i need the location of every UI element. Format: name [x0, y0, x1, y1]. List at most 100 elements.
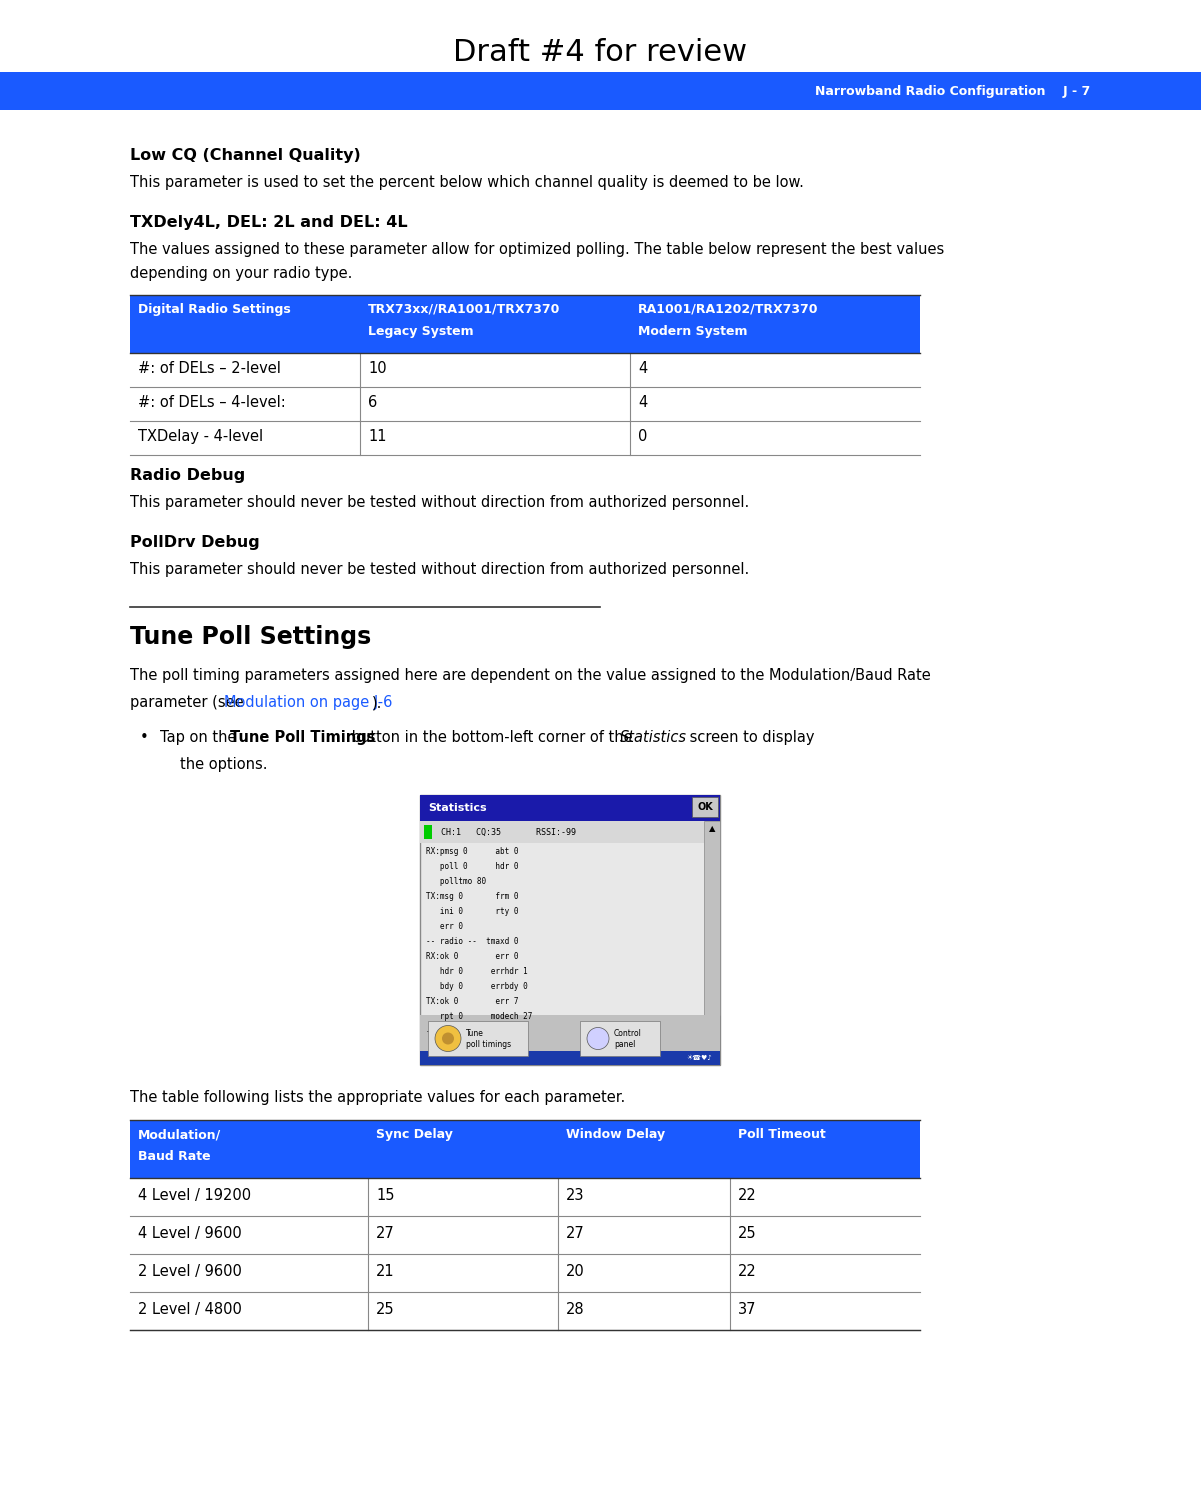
Bar	[420, 796, 721, 1066]
Text: 21: 21	[376, 1264, 395, 1279]
Bar	[730, 1216, 920, 1253]
Text: Baud Rate: Baud Rate	[138, 1150, 210, 1163]
Circle shape	[442, 1033, 454, 1045]
Bar	[420, 1015, 721, 1066]
Text: RX:ok 0        err 0: RX:ok 0 err 0	[426, 952, 519, 961]
Bar	[692, 797, 718, 817]
Text: 37: 37	[737, 1301, 757, 1316]
Text: parameter (see: parameter (see	[130, 695, 249, 710]
Text: 27: 27	[566, 1226, 585, 1241]
Text: #: of DELs – 4-level:: #: of DELs – 4-level:	[138, 395, 286, 410]
Text: 4: 4	[638, 362, 647, 375]
Text: •: •	[141, 729, 149, 744]
Text: 27: 27	[376, 1226, 395, 1241]
Text: Modern System: Modern System	[638, 326, 747, 338]
Bar	[130, 296, 360, 353]
Bar	[558, 1216, 730, 1253]
Text: 15: 15	[376, 1187, 394, 1202]
Bar	[420, 821, 704, 844]
Text: hdr 0      errhdr 1: hdr 0 errhdr 1	[426, 967, 527, 976]
Text: Poll Timeout: Poll Timeout	[737, 1127, 826, 1141]
Text: Legacy System: Legacy System	[368, 326, 473, 338]
Text: ini 0       rty 0: ini 0 rty 0	[426, 907, 519, 916]
Text: Digital Radio Settings: Digital Radio Settings	[138, 303, 291, 317]
Bar	[424, 826, 432, 839]
Text: The poll timing parameters assigned here are dependent on the value assigned to : The poll timing parameters assigned here…	[130, 668, 931, 683]
Text: Statistics: Statistics	[428, 803, 486, 814]
Text: 2 Level / 9600: 2 Level / 9600	[138, 1264, 241, 1279]
Text: CH:1   CQ:35       RSSI:-99: CH:1 CQ:35 RSSI:-99	[436, 827, 576, 836]
Text: RX:pmsg 0      abt 0: RX:pmsg 0 abt 0	[426, 847, 519, 856]
Text: TX:msg 0       frm 0: TX:msg 0 frm 0	[426, 892, 519, 901]
Text: TXDely4L, DEL: 2L and DEL: 4L: TXDely4L, DEL: 2L and DEL: 4L	[130, 215, 407, 230]
Text: ▲: ▲	[709, 824, 716, 833]
Text: Sync Delay: Sync Delay	[376, 1127, 453, 1141]
Text: Tune
poll timings: Tune poll timings	[466, 1030, 512, 1049]
Bar	[730, 1178, 920, 1216]
Text: ☀☎♥♪: ☀☎♥♪	[686, 1055, 712, 1061]
Text: 20: 20	[566, 1264, 585, 1279]
Bar	[130, 1178, 368, 1216]
Text: depending on your radio type.: depending on your radio type.	[130, 266, 352, 281]
Bar	[730, 1253, 920, 1292]
Bar	[360, 387, 631, 420]
Text: 4 Level / 9600: 4 Level / 9600	[138, 1226, 241, 1241]
Text: TRX73xx//RA1001/TRX7370: TRX73xx//RA1001/TRX7370	[368, 303, 561, 317]
Text: Low CQ (Channel Quality): Low CQ (Channel Quality)	[130, 149, 360, 164]
Text: 11: 11	[368, 429, 387, 444]
Bar	[368, 1120, 558, 1178]
Bar	[368, 1216, 558, 1253]
Bar	[704, 821, 721, 1015]
Bar	[420, 1051, 721, 1066]
Text: Window Delay: Window Delay	[566, 1127, 665, 1141]
Text: -- ##ss: -- ##ss	[426, 1027, 459, 1036]
Text: -- radio --  tmaxd 0: -- radio -- tmaxd 0	[426, 937, 519, 946]
Text: err 0: err 0	[426, 922, 464, 931]
Bar	[360, 353, 631, 387]
Text: bdy 0      errbdy 0: bdy 0 errbdy 0	[426, 982, 527, 991]
Text: polltmo 80: polltmo 80	[426, 877, 486, 886]
Text: Modulation on page J-6: Modulation on page J-6	[225, 695, 393, 710]
Text: This parameter should never be tested without direction from authorized personne: This parameter should never be tested wi…	[130, 561, 749, 576]
Text: RA1001/RA1202/TRX7370: RA1001/RA1202/TRX7370	[638, 303, 819, 317]
Bar	[130, 1216, 368, 1253]
Text: 22: 22	[737, 1187, 757, 1202]
Text: 25: 25	[376, 1301, 395, 1316]
Bar	[130, 1120, 368, 1178]
Bar	[130, 1292, 368, 1330]
Bar	[730, 1120, 920, 1178]
Bar	[360, 296, 631, 353]
Bar	[558, 1120, 730, 1178]
Bar	[420, 796, 721, 821]
Bar	[428, 1021, 528, 1057]
Text: Statistics: Statistics	[620, 729, 687, 744]
Text: This parameter is used to set the percent below which channel quality is deemed : This parameter is used to set the percen…	[130, 176, 803, 191]
Bar	[130, 420, 360, 455]
Bar	[580, 1021, 661, 1057]
Bar	[631, 420, 920, 455]
Text: Narrowband Radio Configuration    J - 7: Narrowband Radio Configuration J - 7	[814, 84, 1091, 98]
Text: 28: 28	[566, 1301, 585, 1316]
Bar	[368, 1292, 558, 1330]
Bar	[558, 1178, 730, 1216]
Text: #: of DELs – 2-level: #: of DELs – 2-level	[138, 362, 281, 375]
Text: Tune Poll Timings: Tune Poll Timings	[231, 729, 376, 744]
Text: TXDelay - 4-level: TXDelay - 4-level	[138, 429, 263, 444]
Text: Tune Poll Settings: Tune Poll Settings	[130, 624, 371, 648]
Bar	[130, 387, 360, 420]
Text: Tap on the: Tap on the	[160, 729, 241, 744]
Text: This parameter should never be tested without direction from authorized personne: This parameter should never be tested wi…	[130, 495, 749, 510]
Bar	[0, 72, 1201, 110]
Text: 0: 0	[638, 429, 647, 444]
Text: Draft #4 for review: Draft #4 for review	[454, 38, 747, 68]
Bar	[368, 1253, 558, 1292]
Text: screen to display: screen to display	[685, 729, 814, 744]
Text: rpt 0      modech 27: rpt 0 modech 27	[426, 1012, 532, 1021]
Text: 22: 22	[737, 1264, 757, 1279]
Circle shape	[587, 1028, 609, 1049]
Bar	[130, 353, 360, 387]
Circle shape	[435, 1025, 461, 1052]
Text: 2 Level / 4800: 2 Level / 4800	[138, 1301, 241, 1316]
Text: PollDrv Debug: PollDrv Debug	[130, 534, 259, 549]
Text: button in the bottom-left corner of the: button in the bottom-left corner of the	[347, 729, 638, 744]
